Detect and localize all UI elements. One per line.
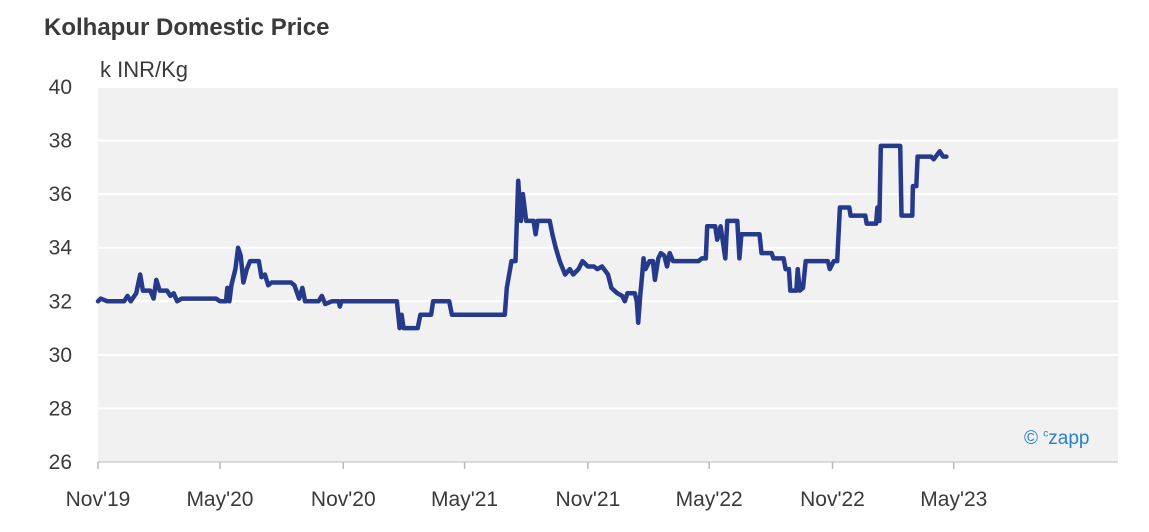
series-layer bbox=[95, 143, 949, 331]
y-tick-label: 28 bbox=[49, 397, 72, 420]
y-tick-label: 40 bbox=[49, 76, 72, 99]
y-tick-label: 38 bbox=[49, 130, 72, 153]
price-series-line bbox=[95, 143, 949, 331]
x-tick-label: May'20 bbox=[186, 488, 253, 511]
x-tick-label: Nov'21 bbox=[556, 488, 621, 511]
x-tick-label: May'21 bbox=[431, 488, 498, 511]
x-tick-label: Nov'19 bbox=[66, 488, 131, 511]
x-axis: Nov'19 May'20 Nov'20 May'21 Nov'21 May'22 Nov'… bbox=[66, 461, 1118, 511]
x-tick-label: May'23 bbox=[920, 488, 987, 511]
y-tick-label: 26 bbox=[49, 451, 72, 474]
chart-title: Kolhapur Domestic Price bbox=[44, 14, 330, 41]
czapp-watermark: © czapp bbox=[1024, 428, 1090, 449]
y-tick-label: 36 bbox=[49, 183, 72, 206]
y-tick-label: 34 bbox=[49, 237, 73, 260]
x-tick-label: Nov'20 bbox=[311, 488, 376, 511]
y-axis-unit-label: k INR/Kg bbox=[100, 57, 189, 82]
y-tick-label: 30 bbox=[49, 344, 72, 367]
x-tick-label: May'22 bbox=[676, 488, 743, 511]
y-tick-label: 32 bbox=[49, 290, 72, 313]
y-axis-ticks: 26 28 30 32 34 36 38 40 bbox=[49, 76, 73, 474]
gridlines bbox=[98, 86, 1118, 410]
x-tick-label: Nov'22 bbox=[800, 488, 865, 511]
